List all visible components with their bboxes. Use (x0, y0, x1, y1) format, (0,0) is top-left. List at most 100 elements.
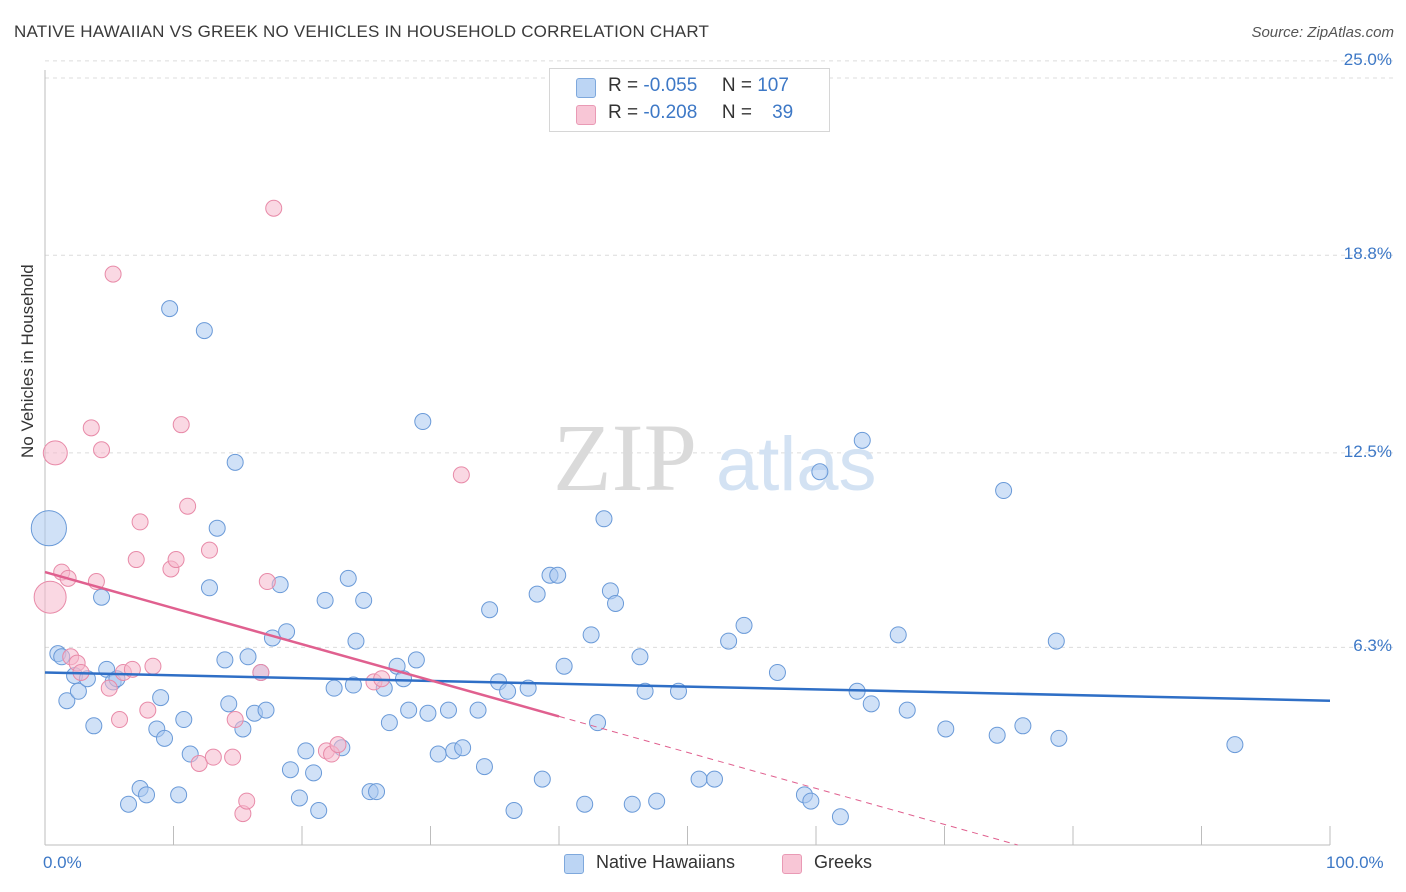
native-point (623, 795, 641, 813)
x-tick-label-max: 100.0% (1326, 853, 1384, 872)
native-point (705, 770, 723, 788)
n-value-greek: 39 (772, 102, 794, 123)
greek-point (452, 466, 470, 484)
native-point (85, 717, 103, 735)
n-label-greek: N = (721, 102, 752, 123)
native-point (69, 682, 87, 700)
native-point (226, 453, 244, 471)
native-point (589, 714, 607, 732)
greek-point (329, 736, 347, 754)
native-point (344, 676, 362, 694)
greek-point (131, 513, 149, 531)
native-point (120, 795, 138, 813)
native-point (1014, 717, 1032, 735)
native-point (257, 701, 275, 719)
greeks-points (33, 199, 470, 823)
greek-point (224, 748, 242, 766)
native-point (355, 591, 373, 609)
greek-point (144, 657, 162, 675)
native-point (419, 704, 437, 722)
native-point (170, 786, 188, 804)
legend-native-swatch (564, 854, 584, 874)
native-point (582, 626, 600, 644)
native-point (889, 626, 907, 644)
r-value-greek: -0.208 (643, 102, 698, 123)
native-point (200, 579, 218, 597)
native-point (297, 742, 315, 760)
native-point (58, 692, 76, 710)
native-point (339, 569, 357, 587)
native-point (811, 463, 829, 481)
native-point (138, 786, 156, 804)
native-point (607, 594, 625, 612)
native-point (631, 648, 649, 666)
greek-point (127, 551, 145, 569)
greek-point (179, 497, 197, 515)
native-point (400, 701, 418, 719)
native-point (720, 632, 738, 650)
native-point (995, 482, 1013, 500)
native-point (533, 770, 551, 788)
native-point (853, 431, 871, 449)
y-axis-label: No Vehicles in Household (18, 264, 37, 458)
native-point (595, 510, 613, 528)
native-trend-line (44, 671, 1331, 702)
greek-point (33, 580, 67, 614)
native-point (898, 701, 916, 719)
greek-point (226, 711, 244, 729)
greek-point (82, 419, 100, 437)
native-point (988, 726, 1006, 744)
native-point (175, 711, 193, 729)
y-tick-label: 12.5% (1343, 441, 1392, 461)
native-point (937, 720, 955, 738)
native-point (576, 795, 594, 813)
chart-title: NATIVE HAWAIIAN VS GREEK NO VEHICLES IN … (14, 22, 710, 41)
native-point (499, 682, 517, 700)
y-tick-label: 6.3% (1353, 636, 1392, 656)
greek-trend-line (44, 570, 560, 718)
native-point (549, 566, 567, 584)
greek-point (139, 701, 157, 719)
native-point (239, 648, 257, 666)
native-point (735, 616, 753, 634)
trend-lines (44, 570, 1331, 846)
greek-swatch (576, 105, 596, 125)
greek-point (111, 711, 129, 729)
native-point (454, 739, 472, 757)
native-point (831, 808, 849, 826)
native-point (93, 588, 111, 606)
native-swatch (576, 78, 596, 98)
n-label-native: N = (721, 75, 752, 96)
native-point (439, 701, 457, 719)
native-point (220, 695, 238, 713)
greek-trend-extension (558, 715, 1018, 846)
legend-greek-label: Greeks (814, 852, 873, 872)
native-point (216, 651, 234, 669)
greek-point (200, 541, 218, 559)
native-point (208, 519, 226, 537)
greek-point (100, 679, 118, 697)
r-label-greek: R = (608, 102, 639, 123)
native-point (195, 322, 213, 340)
native-point (290, 789, 308, 807)
native-point (310, 801, 328, 819)
greek-point (238, 792, 256, 810)
native-point (407, 651, 425, 669)
native-point (414, 413, 432, 431)
r-value-native: -0.055 (643, 75, 698, 96)
source-label: Source: ZipAtlas.com (1251, 24, 1394, 41)
y-tick-label: 25.0% (1343, 49, 1392, 69)
native-point (862, 695, 880, 713)
legend-native-label: Native Hawaiians (596, 852, 736, 872)
native-point (481, 601, 499, 619)
n-value-native: 107 (757, 75, 789, 96)
r-label-native: R = (608, 75, 639, 96)
native-point (648, 792, 666, 810)
greek-point (93, 441, 111, 459)
legend-greek-swatch (782, 854, 802, 874)
native-point (156, 729, 174, 747)
native-point (505, 801, 523, 819)
greek-point (167, 551, 185, 569)
zipatlas-watermark: ZIP atlas (553, 404, 877, 511)
